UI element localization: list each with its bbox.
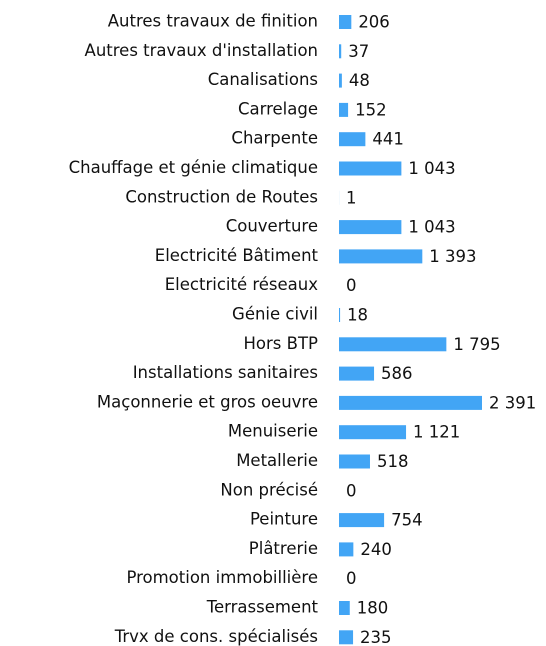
value-label: 754 [391,511,423,530]
value-label: 586 [381,364,413,383]
category-label: Autres travaux d'installation [85,41,318,60]
category-label: Construction de Routes [125,187,318,206]
category-label: Trvx de cons. spécialisés [114,627,318,646]
bar [339,308,341,322]
bar [339,630,354,645]
category-label: Electricité Bâtiment [155,246,319,265]
value-label: 0 [346,569,357,588]
value-label: 152 [355,100,387,119]
value-label: 180 [357,599,389,618]
value-label: 1 795 [453,335,500,354]
bar [339,73,342,88]
category-label: Chauffage et génie climatique [69,158,318,177]
category-label: Non précisé [220,480,318,499]
bar [339,132,366,147]
value-label: 0 [346,276,357,295]
category-label: Charpente [231,129,318,148]
category-label: Electricité réseaux [165,275,318,294]
category-label: Génie civil [232,305,318,324]
category-label: Plâtrerie [249,539,318,558]
value-label: 441 [372,130,404,149]
bar [339,425,407,440]
category-label: Autres travaux de finition [108,12,318,31]
bar [339,454,370,469]
bar [339,513,385,528]
value-label: 2 391 [489,393,536,412]
bar [339,15,352,29]
bar [339,395,482,410]
bar [339,102,349,117]
value-label: 1 [346,188,357,207]
category-label: Couverture [226,217,318,236]
value-label: 240 [360,540,392,559]
value-label: 0 [346,481,357,500]
value-label: 48 [349,71,370,90]
value-label: 518 [377,452,409,471]
bar [339,161,402,176]
category-label: Metallerie [236,451,318,470]
category-label: Menuiserie [228,422,318,441]
bar [339,220,402,235]
category-label: Hors BTP [244,334,319,353]
value-label: 1 043 [408,159,455,178]
value-label: 1 043 [408,218,455,237]
value-label: 37 [348,42,369,61]
category-label: Canalisations [208,70,318,89]
category-label: Installations sanitaires [133,363,318,382]
category-label: Peinture [250,510,318,529]
bar [339,542,354,557]
value-label: 206 [358,13,390,32]
value-label: 1 393 [429,247,476,266]
value-label: 235 [360,628,392,646]
bar [339,44,342,59]
value-label: 1 121 [413,423,460,442]
category-label: Carrelage [238,99,318,118]
bar [339,366,375,381]
category-label: Maçonnerie et gros oeuvre [97,392,318,411]
value-label: 18 [347,306,368,325]
category-label: Terrassement [206,598,319,617]
bar [339,601,350,615]
bar [339,337,447,352]
category-label: Promotion immobillière [126,568,318,587]
bar [339,249,423,264]
